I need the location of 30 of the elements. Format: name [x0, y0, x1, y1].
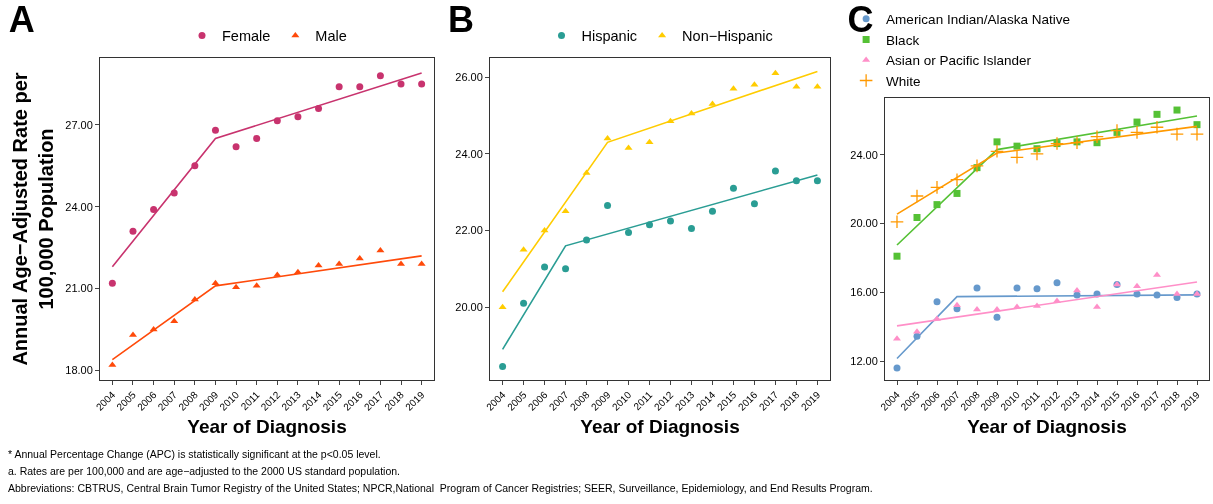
y-tick-label: 26.00 [455, 71, 483, 84]
chart-title: A [8, 0, 35, 40]
x-axis-title: Year of Diagnosis [580, 416, 740, 438]
y-axis-title: Annual Age−Adjusted Rate per 100,000 Population [8, 72, 57, 366]
legend-label: Female [222, 28, 271, 45]
y-tick-label: 21.00 [65, 282, 93, 295]
y-tick-label: 24.00 [850, 148, 878, 161]
text: Abbreviations: CBTRUS, Central Brain Tumor Registry of the United States; NPCR,National Program of Cancer Registries; SEER, Surveillance, Epidemiology, and End Results Program. [8, 481, 873, 496]
y-tick-label: 12.00 [850, 354, 878, 367]
y-tick-label: 16.00 [850, 286, 878, 299]
legend-label: Asian or Pacific Islander [886, 53, 1032, 69]
y-tick-label: 22.00 [455, 224, 483, 237]
chart-title: C [847, 0, 874, 40]
text: a. Rates are per 100,000 and are age−adjusted to the 2000 US standard population. [8, 464, 401, 479]
legend-label: White [886, 73, 921, 89]
legend-label: Hispanic [581, 28, 638, 45]
y-tick-label: 24.00 [455, 147, 483, 160]
x-axis-title: Year of Diagnosis [967, 416, 1127, 438]
legend-label: Non−Hispanic [682, 28, 773, 45]
y-tick-label: 27.00 [65, 118, 93, 131]
text: * Annual Percentage Change (APC) is statistically significant at the p<0.05 level. [8, 447, 382, 462]
legend-label: Male [315, 28, 347, 45]
y-tick-label: 24.00 [65, 200, 93, 213]
legend-label: Black [886, 32, 920, 48]
x-axis-title: Year of Diagnosis [187, 416, 347, 438]
y-tick-label: 18.00 [65, 364, 93, 377]
y-tick-label: 20.00 [455, 301, 483, 314]
y-tick-label: 20.00 [850, 217, 878, 230]
chart-title: B [448, 0, 474, 40]
legend-label: American Indian/Alaska Native [886, 12, 1070, 28]
